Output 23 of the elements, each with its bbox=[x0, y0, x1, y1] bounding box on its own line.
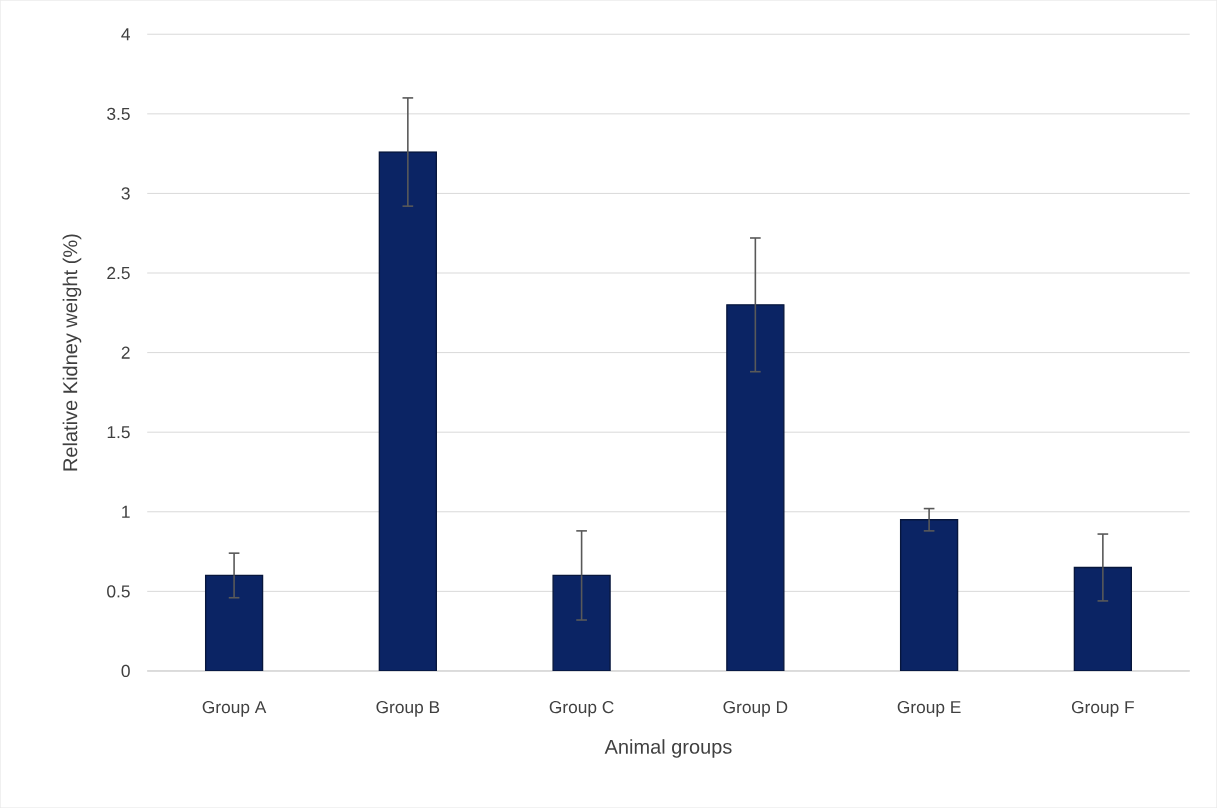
x-tick-label: Group C bbox=[549, 700, 614, 717]
bar bbox=[899, 518, 959, 671]
y-tick-label: 1.5 bbox=[107, 426, 130, 439]
y-tick-label: 2.5 bbox=[107, 266, 130, 280]
bar bbox=[1073, 566, 1133, 671]
x-axis-title: Animal groups bbox=[604, 739, 732, 758]
y-tick-label: 4 bbox=[121, 28, 131, 41]
x-tick-label: Group D bbox=[723, 700, 788, 717]
bar bbox=[204, 574, 264, 671]
y-tick-label: 0.5 bbox=[107, 585, 130, 598]
y-tick-label: 2 bbox=[121, 346, 130, 359]
x-tick-label: Group B bbox=[376, 700, 440, 717]
y-tick-label: 3.5 bbox=[107, 107, 130, 120]
x-tick-label: Group E bbox=[897, 700, 961, 717]
bar bbox=[726, 304, 785, 671]
bar bbox=[378, 151, 437, 671]
y-tick-label: 1 bbox=[122, 505, 130, 518]
y-tick-label: 3 bbox=[121, 187, 130, 200]
bar bbox=[552, 574, 611, 671]
x-tick-label: Group A bbox=[202, 700, 267, 717]
y-tick-label: 0 bbox=[121, 664, 130, 678]
x-tick-label: Group F bbox=[1071, 700, 1134, 717]
y-axis-title: Relative Kidney weight (%) bbox=[62, 234, 82, 471]
